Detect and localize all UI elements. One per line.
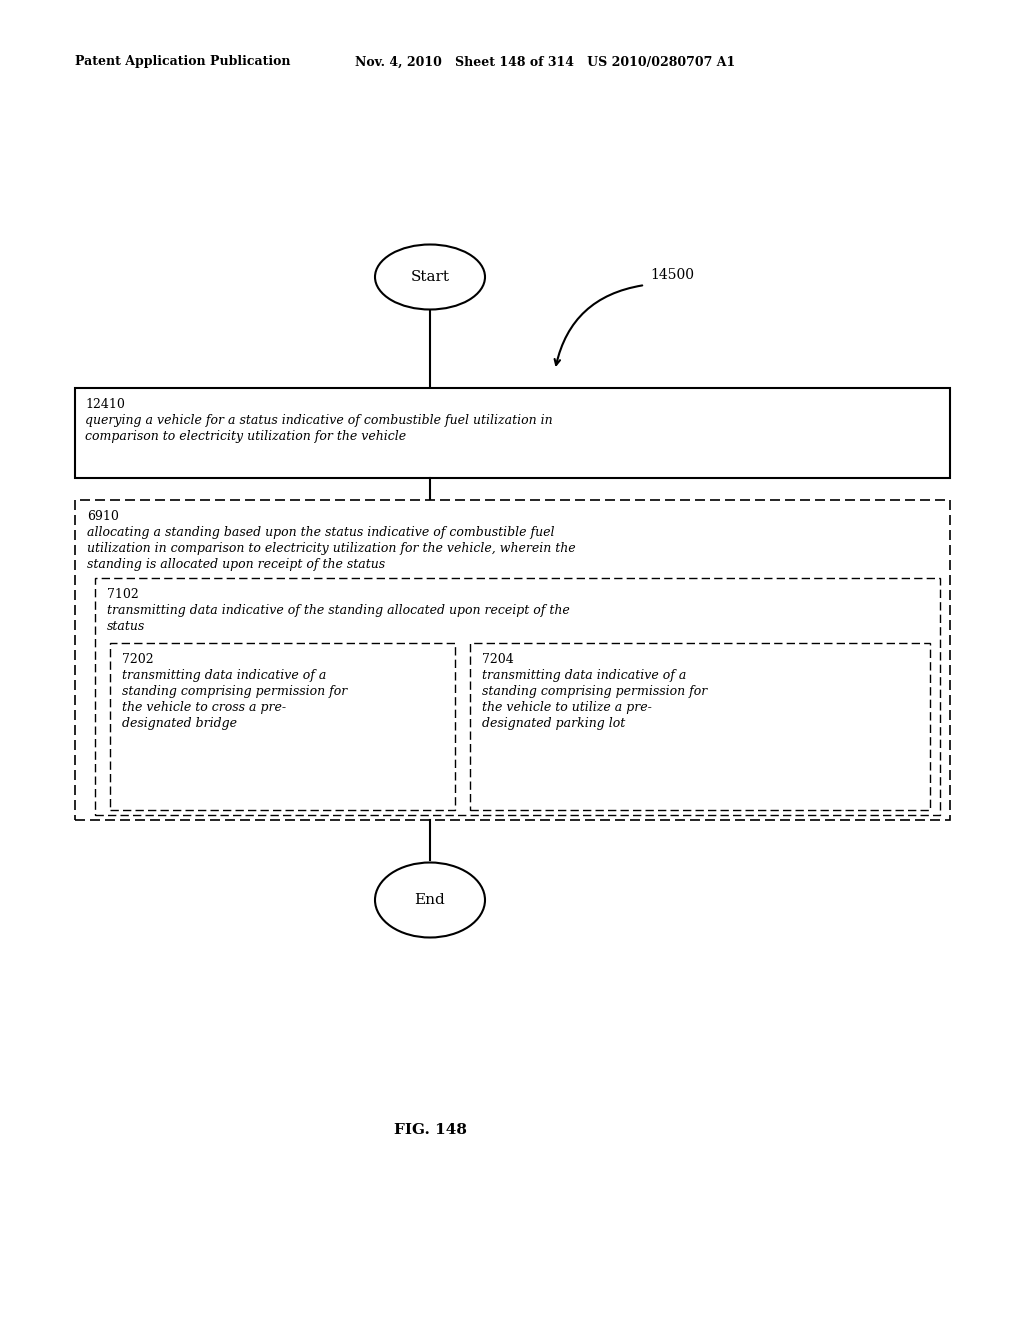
Text: the vehicle to cross a pre-: the vehicle to cross a pre- [122, 701, 286, 714]
Text: status: status [106, 620, 145, 634]
Text: transmitting data indicative of a: transmitting data indicative of a [482, 669, 686, 682]
Text: Start: Start [411, 271, 450, 284]
Text: designated parking lot: designated parking lot [482, 717, 626, 730]
Bar [75, 500, 950, 820]
Text: standing is allocated upon receipt of the status: standing is allocated upon receipt of th… [87, 558, 385, 572]
Text: 7102: 7102 [106, 587, 138, 601]
Bar [75, 388, 950, 478]
Text: Patent Application Publication: Patent Application Publication [75, 55, 291, 69]
Ellipse shape [375, 862, 485, 937]
Text: 6910: 6910 [87, 510, 119, 523]
Text: standing comprising permission for: standing comprising permission for [482, 685, 708, 698]
Bar [470, 643, 930, 810]
Text: the vehicle to utilize a pre-: the vehicle to utilize a pre- [482, 701, 652, 714]
Text: End: End [415, 894, 445, 907]
Ellipse shape [375, 244, 485, 309]
Text: transmitting data indicative of a: transmitting data indicative of a [122, 669, 327, 682]
Text: FIG. 148: FIG. 148 [393, 1123, 467, 1137]
Text: comparison to electricity utilization for the vehicle: comparison to electricity utilization fo… [85, 430, 407, 444]
Text: 7202: 7202 [122, 653, 154, 667]
Text: 7204: 7204 [482, 653, 514, 667]
Text: 14500: 14500 [650, 268, 694, 282]
Text: 12410: 12410 [85, 399, 125, 411]
Text: querying a vehicle for a status indicative of combustible fuel utilization in: querying a vehicle for a status indicati… [85, 414, 553, 426]
Bar [110, 643, 455, 810]
Text: transmitting data indicative of the standing allocated upon receipt of the: transmitting data indicative of the stan… [106, 605, 569, 616]
Bar [95, 578, 940, 814]
Text: utilization in comparison to electricity utilization for the vehicle, wherein th: utilization in comparison to electricity… [87, 543, 575, 554]
Text: allocating a standing based upon the status indicative of combustible fuel: allocating a standing based upon the sta… [87, 525, 555, 539]
Text: Nov. 4, 2010   Sheet 148 of 314   US 2010/0280707 A1: Nov. 4, 2010 Sheet 148 of 314 US 2010/02… [355, 55, 735, 69]
Text: designated bridge: designated bridge [122, 717, 237, 730]
Text: standing comprising permission for: standing comprising permission for [122, 685, 347, 698]
